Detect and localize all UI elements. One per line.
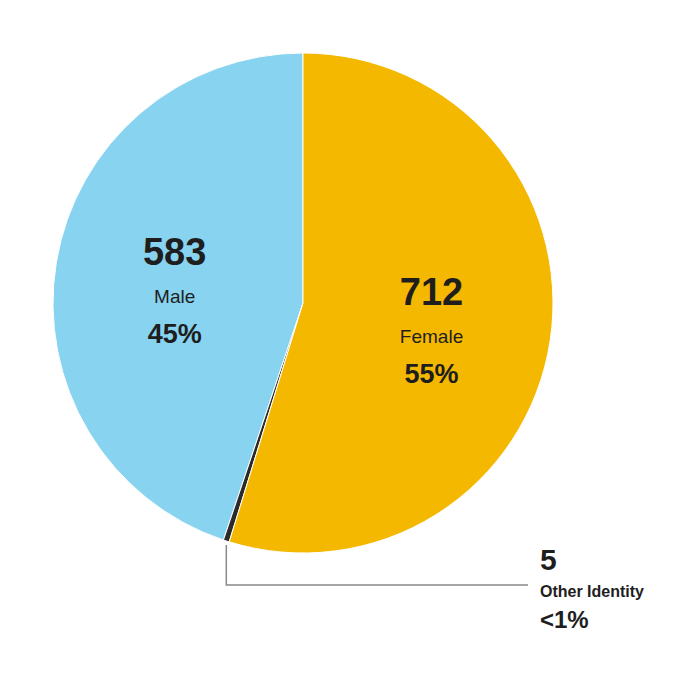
svg-text:45%: 45% [148, 319, 202, 349]
svg-text:Male: Male [154, 286, 195, 307]
svg-text:583: 583 [143, 231, 206, 273]
svg-text:Female: Female [400, 326, 463, 347]
svg-text:55%: 55% [405, 359, 459, 389]
svg-text:<1%: <1% [540, 606, 589, 633]
svg-text:5: 5 [540, 543, 557, 576]
svg-text:Other Identity: Other Identity [540, 583, 644, 600]
svg-text:712: 712 [400, 271, 463, 313]
